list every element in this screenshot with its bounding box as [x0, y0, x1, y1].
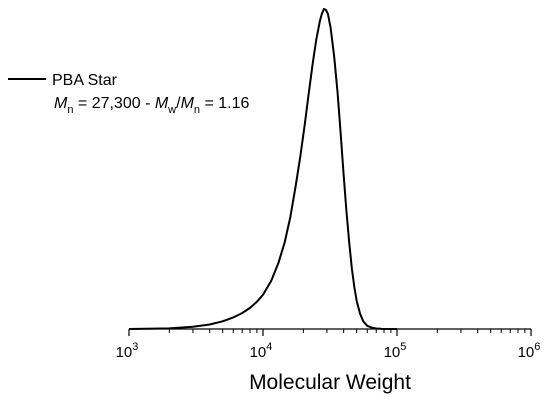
legend-entry-label: PBA Star: [52, 72, 118, 89]
x-axis-title: Molecular Weight: [249, 371, 411, 394]
mn2-subscript: n: [194, 104, 200, 116]
pdi-value: = 1.16: [200, 95, 249, 112]
mn2-symbol: M: [181, 95, 195, 112]
plot-area: [128, 8, 398, 330]
x-tick-label: 103: [116, 341, 139, 361]
mw-symbol: M: [155, 95, 169, 112]
series-line-pba-star: [128, 8, 398, 330]
x-tick-label: 104: [250, 341, 273, 361]
mn-subscript: n: [67, 104, 73, 116]
x-tick-label: 105: [384, 341, 407, 361]
mn-value: = 27,300 -: [73, 95, 154, 112]
stats-annotation: Mn = 27,300 - Mw/Mn = 1.16: [54, 95, 250, 116]
x-axis: 103 104 105 106: [116, 328, 541, 361]
legend: PBA Star: [8, 72, 118, 89]
mw-subscript: w: [167, 104, 176, 116]
ratio-separator: /: [176, 95, 181, 112]
x-tick-label: 106: [518, 341, 541, 361]
mn-symbol: M: [54, 95, 68, 112]
